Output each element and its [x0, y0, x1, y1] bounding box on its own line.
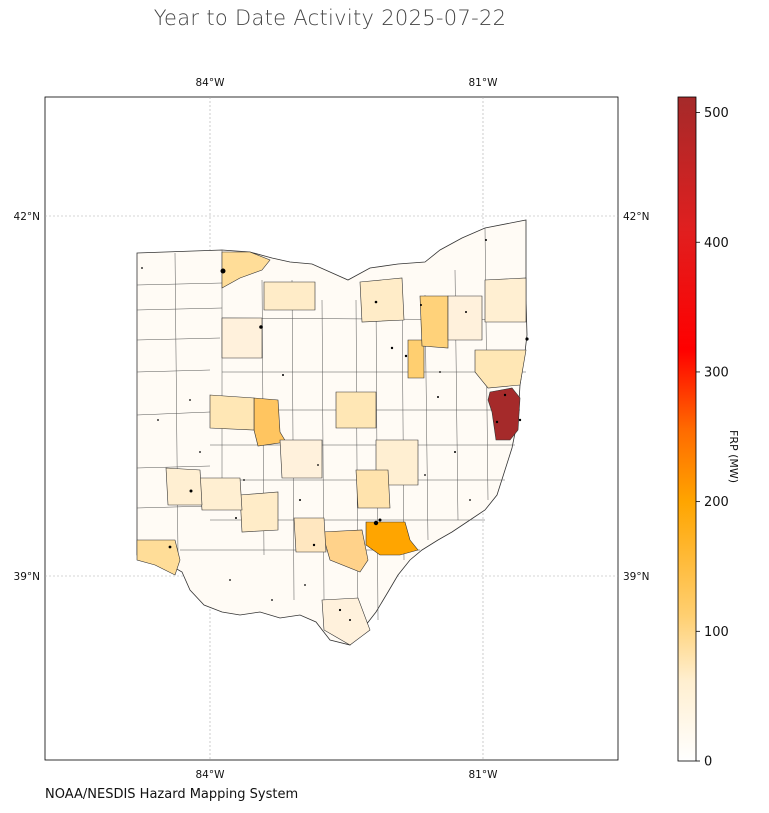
county-light-16	[279, 439, 323, 479]
county-light-12	[165, 467, 203, 506]
map-title: Year to Date Activity 2025-07-22	[153, 6, 507, 30]
county-monroe	[365, 521, 419, 556]
county-light-11	[199, 477, 243, 511]
colorbar-tick-label: 300	[704, 365, 729, 380]
county-light-4	[359, 277, 405, 323]
county-lucas	[221, 251, 271, 289]
lon-tick-top-84: 84°W	[196, 77, 226, 89]
county-light-8	[355, 469, 391, 509]
colorbar-tick-label: 400	[704, 236, 729, 251]
county-light-9	[293, 517, 327, 553]
lat-tick-left-42: 42°N	[14, 211, 40, 223]
county-light-10	[239, 491, 279, 533]
county-light-2	[335, 391, 377, 429]
lat-tick-right-42: 42°N	[623, 211, 649, 223]
county-fills	[136, 251, 527, 646]
county-light-6	[474, 349, 527, 389]
colorbar-tick-label: 100	[704, 625, 729, 640]
county-light-15	[321, 597, 371, 646]
lat-tick-left-39: 39°N	[14, 571, 40, 583]
county-trumbull	[419, 295, 449, 349]
lon-tick-bottom-84: 84°W	[196, 769, 226, 781]
map-panel: 84°W 81°W 84°W 81°W 42°N 39°N 42°N 39°N	[14, 77, 650, 781]
colorbar-tick-label: 200	[704, 495, 729, 510]
county-light-13	[221, 317, 263, 359]
colorbar-tick-label: 0	[704, 755, 712, 770]
county-columbiana	[487, 387, 521, 441]
colorbar-tick-label: 500	[704, 106, 729, 121]
lon-tick-top-81: 81°W	[469, 77, 499, 89]
colorbar-label: FRP (MW)	[727, 430, 740, 484]
county-tuscarawas	[407, 339, 425, 379]
credit-text: NOAA/NESDIS Hazard Mapping System	[45, 787, 299, 802]
gridlines	[45, 97, 618, 760]
lat-tick-right-39: 39°N	[623, 571, 649, 583]
colorbar-ticks: 0 100 200 300 400 500	[696, 106, 729, 770]
county-light-3	[263, 281, 316, 311]
county-light-14	[447, 295, 483, 341]
lon-tick-bottom-81: 81°W	[469, 769, 499, 781]
county-light-1	[209, 394, 255, 431]
colorbar-gradient	[677, 96, 697, 762]
county-scioto	[321, 529, 369, 573]
county-adams	[136, 539, 181, 576]
county-light-5	[484, 277, 527, 323]
fire-detections	[141, 239, 529, 621]
